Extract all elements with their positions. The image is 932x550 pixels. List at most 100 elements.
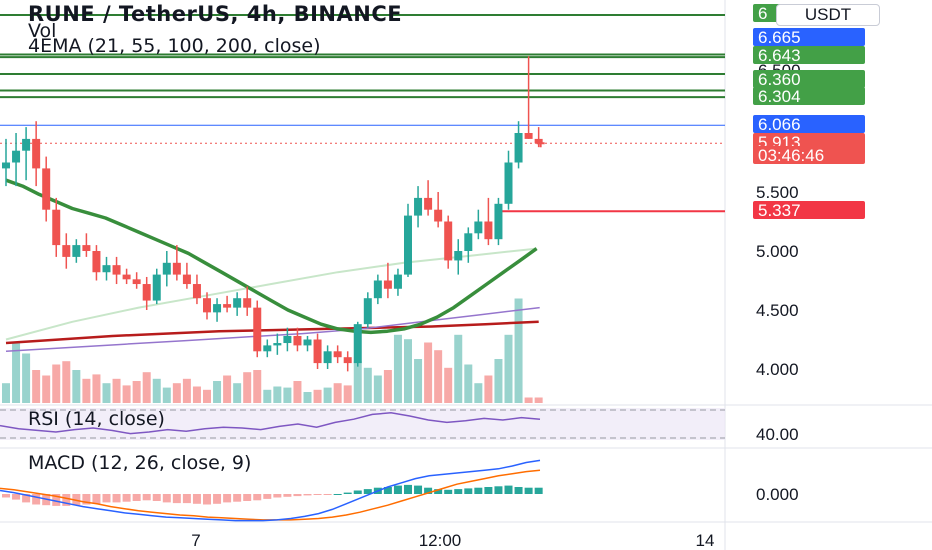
price-label-text: 6.360 xyxy=(758,70,801,89)
candle-body xyxy=(112,265,121,275)
candle-body xyxy=(434,209,443,222)
macd-histogram-bar xyxy=(192,494,201,504)
volume-bar xyxy=(82,378,91,403)
candle-body xyxy=(32,138,41,169)
volume-bar xyxy=(192,386,201,403)
candle-body xyxy=(243,298,252,308)
macd-histogram-bar xyxy=(233,494,242,502)
candle-body xyxy=(444,221,453,261)
candle-body xyxy=(172,262,181,275)
price-label-box xyxy=(753,87,865,105)
macd-histogram-bar xyxy=(102,494,111,503)
candle-body xyxy=(404,215,412,275)
macd-histogram-bar xyxy=(142,494,151,501)
candle-body xyxy=(313,339,322,364)
price-label-box xyxy=(753,46,865,64)
volume-bar xyxy=(102,383,111,403)
volume-bar xyxy=(404,339,412,403)
volume-bar xyxy=(373,375,382,403)
candle-body xyxy=(323,351,332,364)
volume-bar xyxy=(454,334,463,403)
volume-bar xyxy=(32,370,41,403)
volume-bar xyxy=(122,385,131,403)
time-tick-label: 7 xyxy=(191,531,200,550)
macd-histogram-bar xyxy=(2,494,10,498)
macd-histogram-bar xyxy=(303,494,312,496)
volume-bar xyxy=(142,372,151,403)
price-label-text: 6 xyxy=(758,4,767,23)
candle-body xyxy=(82,245,91,251)
candle-body xyxy=(454,251,463,261)
symbol-title: RUNE / TetherUS, 4h, BINANCE xyxy=(28,2,403,26)
price-label-text: 5.337 xyxy=(758,201,801,220)
macd-histogram-bar xyxy=(293,494,302,497)
candle-body xyxy=(353,324,362,364)
macd-histogram-bar xyxy=(313,494,322,495)
volume-bar xyxy=(273,386,282,403)
currency-button[interactable]: USDT xyxy=(776,4,880,26)
volume-bar xyxy=(253,370,262,403)
candle-body xyxy=(293,335,302,346)
macd-histogram-bar xyxy=(353,490,362,494)
volume-bar xyxy=(283,387,292,403)
price-label-box xyxy=(753,201,865,219)
candle-body xyxy=(12,150,21,163)
candle-body xyxy=(333,351,342,358)
macd-histogram-bar xyxy=(253,494,262,501)
volume-bar xyxy=(132,381,141,403)
macd-histogram-bar xyxy=(494,486,503,494)
volume-bar xyxy=(42,375,51,403)
candle-body xyxy=(223,304,232,308)
volume-bar xyxy=(52,364,61,403)
macd-histogram-bar xyxy=(52,494,61,506)
volume-bar xyxy=(203,389,211,403)
volume-bar xyxy=(363,367,372,403)
macd-tick-label: 0.000 xyxy=(756,485,799,504)
macd-histogram-bar xyxy=(434,489,443,494)
volume-bar xyxy=(72,370,81,403)
volume-bar xyxy=(152,378,161,403)
volume-bar xyxy=(233,383,242,403)
candle-body xyxy=(162,262,171,275)
volume-bar xyxy=(263,389,272,403)
macd-histogram-bar xyxy=(203,494,211,505)
macd-histogram-bar xyxy=(404,484,412,494)
macd-histogram-bar xyxy=(182,494,191,504)
macd-label: MACD (12, 26, close, 9) xyxy=(28,452,252,474)
macd-histogram-bar xyxy=(504,485,513,494)
candle-body xyxy=(393,274,402,289)
macd-histogram-bar xyxy=(343,492,352,494)
volume-bar xyxy=(22,353,31,403)
candle-body xyxy=(504,162,513,204)
macd-histogram-bar xyxy=(32,494,41,505)
volume-bar xyxy=(494,359,503,403)
macd-histogram-bar xyxy=(414,485,423,494)
macd-histogram-bar xyxy=(333,494,342,495)
candle-body xyxy=(102,265,111,273)
ema21-line xyxy=(5,178,538,335)
macd-histogram-bar xyxy=(223,494,232,503)
macd-histogram-bar xyxy=(243,494,252,501)
volume-bar xyxy=(223,375,232,403)
volume-bar xyxy=(213,381,222,403)
volume-bar xyxy=(62,361,71,403)
price-tick-label: 5.000 xyxy=(756,242,799,261)
macd-histogram-bar xyxy=(524,487,533,494)
volume-bar xyxy=(2,383,10,403)
macd-histogram-bar xyxy=(383,487,392,494)
rsi-line xyxy=(0,412,541,435)
volume-bar xyxy=(414,359,423,403)
candle-body xyxy=(2,162,10,169)
macd-histogram-bar xyxy=(132,494,141,501)
macd-histogram-bar xyxy=(464,488,473,494)
macd-histogram-bar xyxy=(424,487,433,494)
price-label-text: 03:46:46 xyxy=(758,146,824,165)
candle-body xyxy=(464,233,473,251)
volume-bar xyxy=(534,397,543,403)
ema100-line xyxy=(5,306,540,353)
macd-histogram-bar xyxy=(454,489,463,494)
candle-body xyxy=(494,203,503,240)
candle-body xyxy=(363,298,372,325)
volume-bar xyxy=(293,381,302,403)
